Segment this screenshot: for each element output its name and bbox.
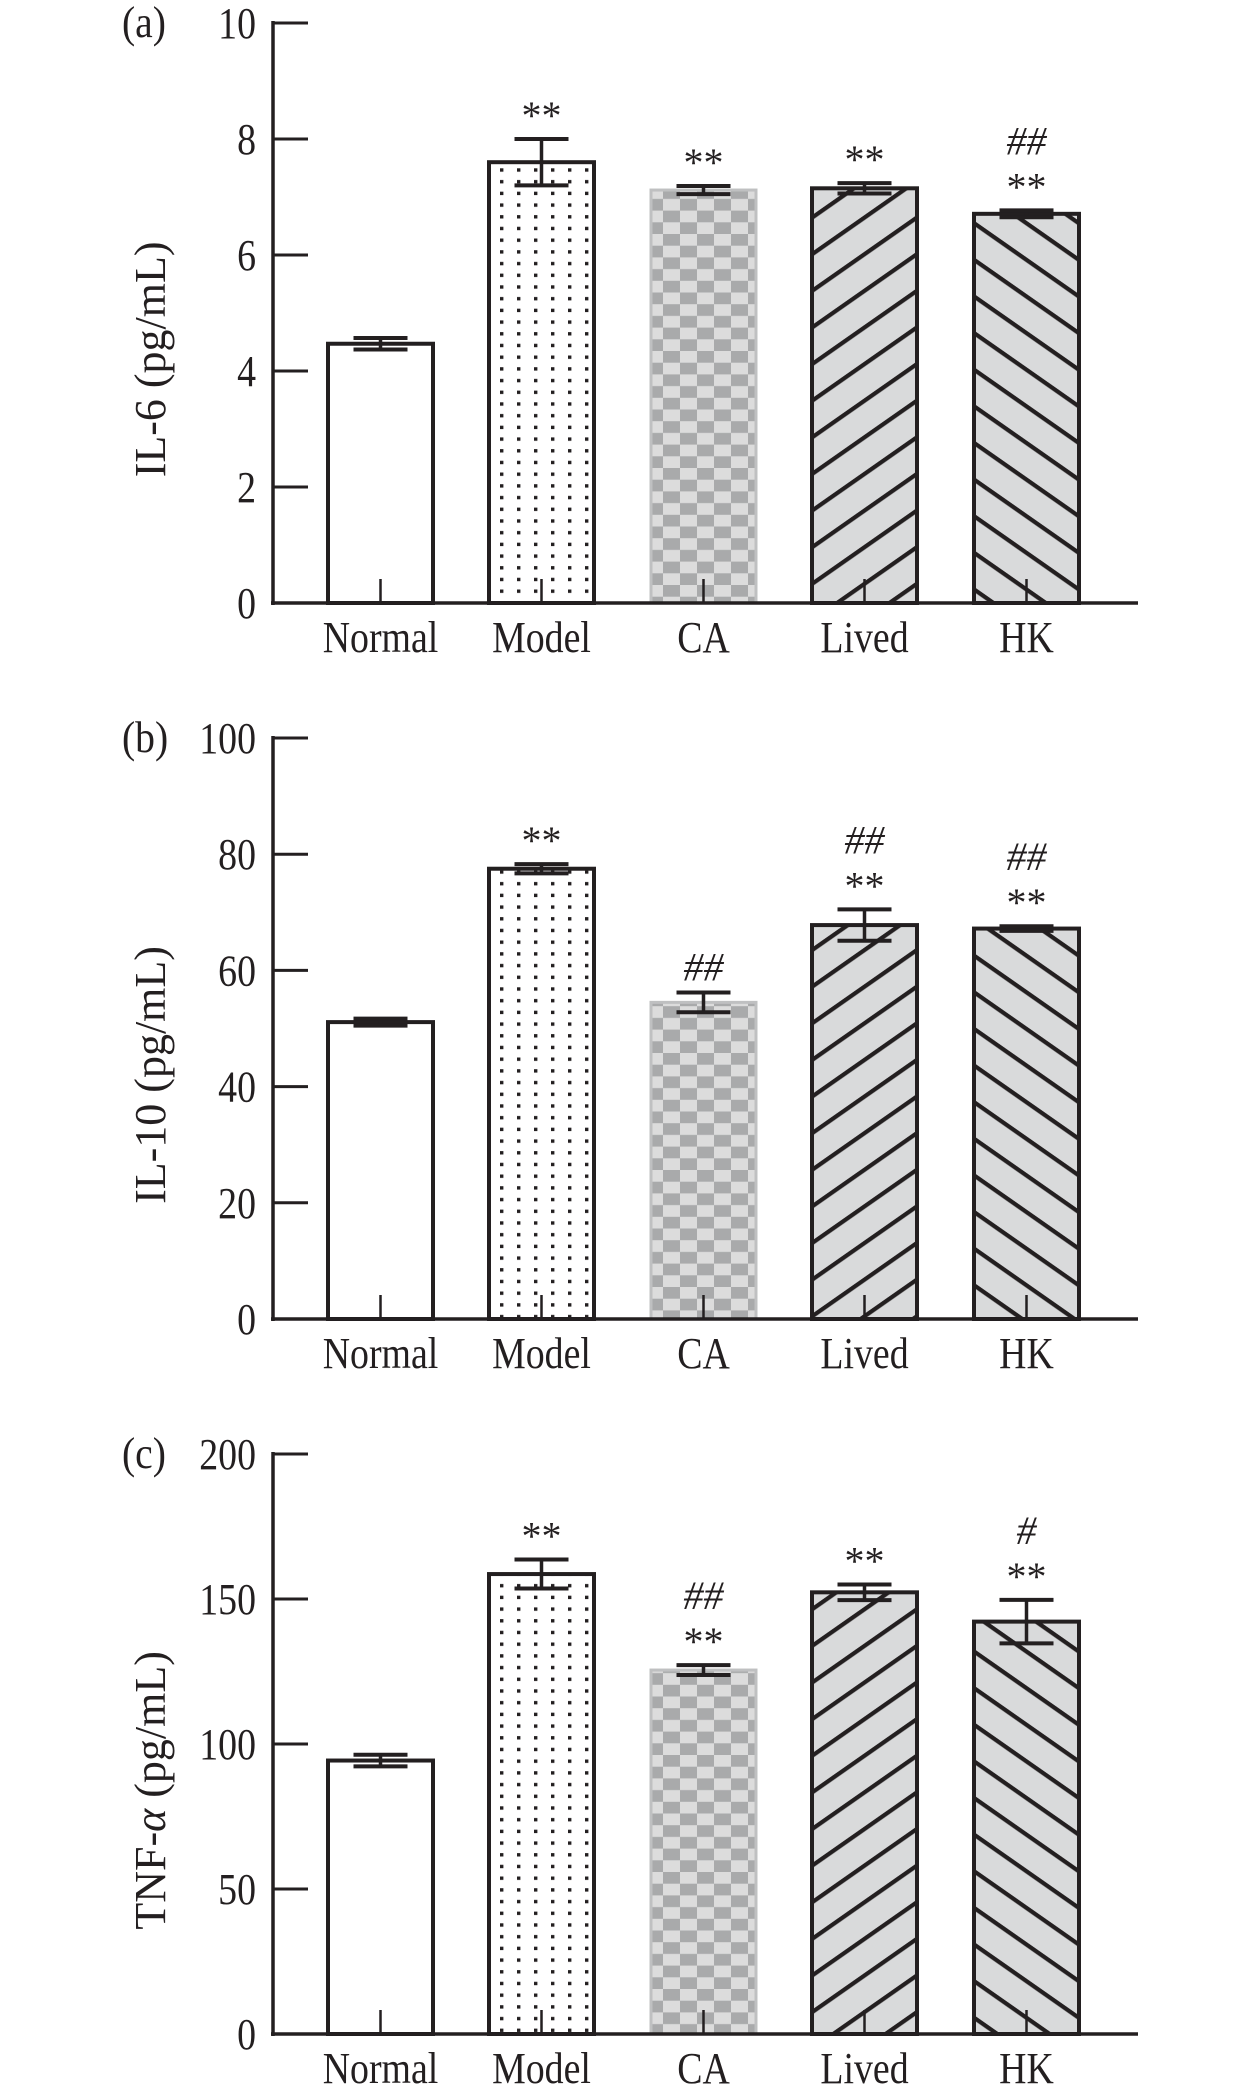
y-axis-label: IL-6 (pg/mL) (126, 241, 175, 477)
y-axis-label-italic: α (126, 1808, 175, 1832)
significance-hash: ## (684, 944, 725, 989)
significance-star: ** (1007, 164, 1047, 209)
bar (810, 1590, 919, 2036)
x-category-label: HK (999, 612, 1054, 661)
x-category-label: Normal (323, 1328, 439, 1377)
x-category-label: Model (492, 1328, 591, 1377)
bar (487, 866, 596, 1321)
x-category-label: Model (492, 612, 591, 661)
x-category-label: CA (677, 2043, 730, 2092)
significance-hash: ## (1007, 834, 1048, 879)
bar (810, 923, 919, 1321)
bar (649, 1000, 758, 1321)
x-category-label: Lived (820, 1328, 908, 1377)
y-tick-label: 0 (237, 1294, 256, 1343)
y-axis-label-prefix: IL-10 (126, 1104, 175, 1204)
x-category-label: HK (999, 1328, 1054, 1377)
significance-star: ** (522, 93, 562, 138)
x-category-label: CA (677, 1328, 730, 1377)
bar-group-hk: **## (972, 118, 1081, 605)
bar-group-normal (326, 1016, 435, 1321)
y-tick-label: 6 (237, 230, 256, 279)
y-tick-label: 40 (218, 1062, 256, 1111)
bar (326, 341, 435, 605)
significance-hash: # (1017, 1508, 1038, 1553)
bar-group-normal (326, 335, 435, 605)
y-tick-label: 2 (237, 462, 256, 511)
y-tick-label: 150 (199, 1574, 256, 1623)
bar-group-lived: **## (810, 817, 919, 1321)
bar-group-model: ** (487, 93, 596, 605)
y-tick-label: 60 (218, 946, 256, 995)
y-axis-label-suffix: (pg/mL) (126, 241, 175, 399)
y-tick-label: 50 (218, 1864, 256, 1913)
significance-star: ** (845, 863, 885, 908)
y-tick-label: 100 (199, 1719, 256, 1768)
significance-hash: ## (1007, 118, 1048, 163)
bar (810, 186, 919, 606)
y-axis-label: IL-10 (pg/mL) (126, 946, 175, 1204)
x-category-label: Lived (820, 612, 908, 661)
panel-label: (a) (122, 0, 166, 48)
x-category-label: Lived (820, 2043, 908, 2092)
bar (487, 160, 596, 605)
bar (972, 926, 1081, 1321)
x-category-label: Model (492, 2043, 591, 2092)
bar-group-lived: ** (810, 137, 919, 606)
x-category-label: CA (677, 612, 730, 661)
y-tick-label: 200 (199, 1429, 256, 1478)
y-tick-label: 8 (237, 114, 256, 163)
bar-group-hk: **# (972, 1508, 1081, 2036)
bar-group-model: ** (487, 1514, 596, 2037)
y-tick-label: 4 (237, 346, 256, 395)
bar-group-model: ** (487, 818, 596, 1321)
y-tick-label: 20 (218, 1178, 256, 1227)
bar (972, 211, 1081, 605)
bar-group-hk: **## (972, 834, 1081, 1321)
significance-star: ** (1007, 880, 1047, 925)
bar (326, 1020, 435, 1321)
x-category-label: HK (999, 2043, 1054, 2092)
significance-star: ** (1007, 1554, 1047, 1599)
bar-group-lived: ** (810, 1539, 919, 2036)
significance-star: ** (522, 818, 562, 863)
bar (649, 1668, 758, 2036)
y-axis-label-suffix: (pg/mL) (126, 1651, 175, 1809)
significance-star: ** (522, 1514, 562, 1559)
bar (649, 188, 758, 605)
bar-group-ca: **## (649, 1573, 758, 2036)
bar (972, 1619, 1081, 2036)
panel-label: (b) (122, 714, 168, 762)
bar-group-normal (326, 1752, 435, 2037)
y-tick-label: 0 (237, 2009, 256, 2058)
significance-star: ** (845, 137, 885, 182)
bar (326, 1758, 435, 2037)
x-category-label: Normal (323, 612, 439, 661)
significance-star: ** (684, 1619, 724, 1664)
y-axis-label-prefix: IL-6 (126, 399, 175, 477)
y-axis-label-suffix: (pg/mL) (126, 946, 175, 1104)
bar-group-ca: ** (649, 140, 758, 605)
x-category-label: Normal (323, 2043, 439, 2092)
y-tick-label: 0 (237, 578, 256, 627)
significance-star: ** (684, 140, 724, 185)
significance-hash: ## (684, 1573, 725, 1618)
y-tick-label: 10 (218, 0, 256, 48)
y-axis-label-prefix: TNF- (126, 1832, 175, 1930)
y-tick-label: 80 (218, 830, 256, 879)
y-axis-label: TNF-α (pg/mL) (126, 1651, 175, 1930)
bar (487, 1572, 596, 2037)
significance-star: ** (845, 1539, 885, 1584)
y-tick-label: 100 (199, 713, 256, 762)
panel-label: (c) (122, 1430, 166, 1478)
significance-hash: ## (845, 817, 886, 862)
bar-group-ca: ## (649, 944, 758, 1321)
